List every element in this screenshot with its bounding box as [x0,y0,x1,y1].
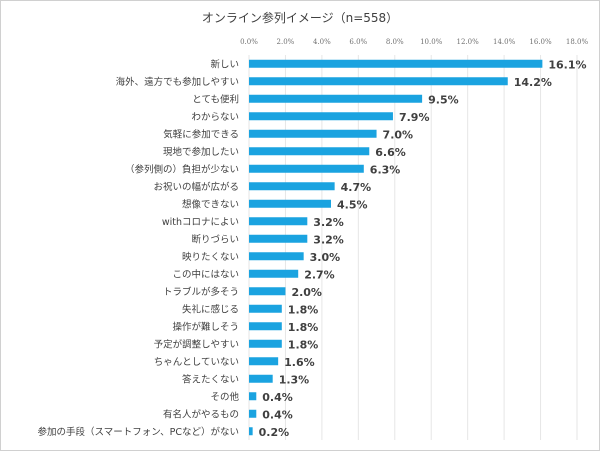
category-label: 現地で参加したい [163,146,239,158]
data-label: 3.0% [310,251,341,264]
category-label: 断りづらい [191,233,239,245]
x-tick-label: 0.0% [240,38,258,46]
category-label: 新しい [210,58,239,70]
data-label: 6.6% [375,146,406,159]
bar [249,357,279,366]
bar [249,129,377,138]
x-tick-label: 8.0% [386,38,404,46]
bar [249,234,308,243]
data-label: 7.0% [383,128,414,141]
data-label: 4.5% [337,198,368,211]
category-label: 答えたくない [182,373,239,385]
bar [249,339,282,348]
data-label: 16.1% [548,58,586,71]
category-label: withコロナによい [162,217,239,228]
category-label: とても便利 [192,93,239,105]
category-label: 操作が難しそう [172,321,239,333]
category-label: トラブルが多そう [163,286,239,298]
data-label: 1.8% [288,321,319,334]
bar [249,374,273,383]
bar [249,147,370,156]
x-tick-label: 12.0% [457,38,480,46]
data-label: 0.2% [259,426,290,439]
data-label: 3.2% [313,233,344,246]
data-label: 9.5% [428,93,459,106]
category-label: お祝いの幅が広がる [153,181,239,193]
bar [249,304,282,313]
x-tick-label: 10.0% [420,38,443,46]
data-label: 0.4% [262,391,293,404]
bar [249,252,304,261]
x-tick-label: 18.0% [566,38,589,46]
category-label: 海外、遠方でも参加しやすい [116,76,239,88]
bar [249,59,543,68]
data-label: 0.4% [262,408,293,421]
category-label: その他 [210,391,239,403]
bar [249,112,393,121]
data-label: 2.0% [291,286,322,299]
bar [249,94,423,103]
bar [249,199,331,208]
data-label: 7.9% [399,111,430,124]
chart-title: オンライン参列イメージ（n=558） [201,11,399,25]
data-label: 3.2% [313,216,344,229]
data-label: 1.8% [288,303,319,316]
data-label: 4.7% [341,181,372,194]
category-label: 想像できない [182,198,239,210]
x-tick-label: 6.0% [349,38,367,46]
bar [249,164,364,173]
bar [249,269,299,278]
category-label: 映りたくない [182,251,239,263]
data-label: 14.2% [514,76,552,89]
bar [249,182,335,191]
category-label: 気軽に参加できる [163,128,239,140]
data-label: 1.8% [288,338,319,351]
x-tick-label: 2.0% [277,38,295,46]
bar [249,427,253,436]
x-tick-label: 4.0% [313,38,331,46]
bar [249,77,508,86]
category-label: ちゃんとしていない [154,357,239,368]
category-label: 予定が調整しやすい [154,338,239,350]
x-tick-label: 14.0% [493,38,516,46]
category-label: （参列側の）負担が少ない [125,163,239,175]
bar [249,322,282,331]
category-label: この中にはない [172,268,239,280]
category-label: 参加の手段（スマートフォン、PCなど）がない [37,426,239,438]
data-label: 6.3% [370,163,401,176]
data-label: 1.6% [284,356,315,369]
bar [249,409,257,418]
data-label: 2.7% [304,268,335,281]
bar [249,287,286,296]
bar [249,217,308,226]
data-label: 1.3% [279,373,310,386]
category-label: 有名人がやるもの [163,408,239,420]
x-tick-label: 16.0% [529,38,552,46]
category-label: わからない [191,112,239,123]
category-label: 失礼に感じる [182,303,239,315]
bar [249,392,257,401]
